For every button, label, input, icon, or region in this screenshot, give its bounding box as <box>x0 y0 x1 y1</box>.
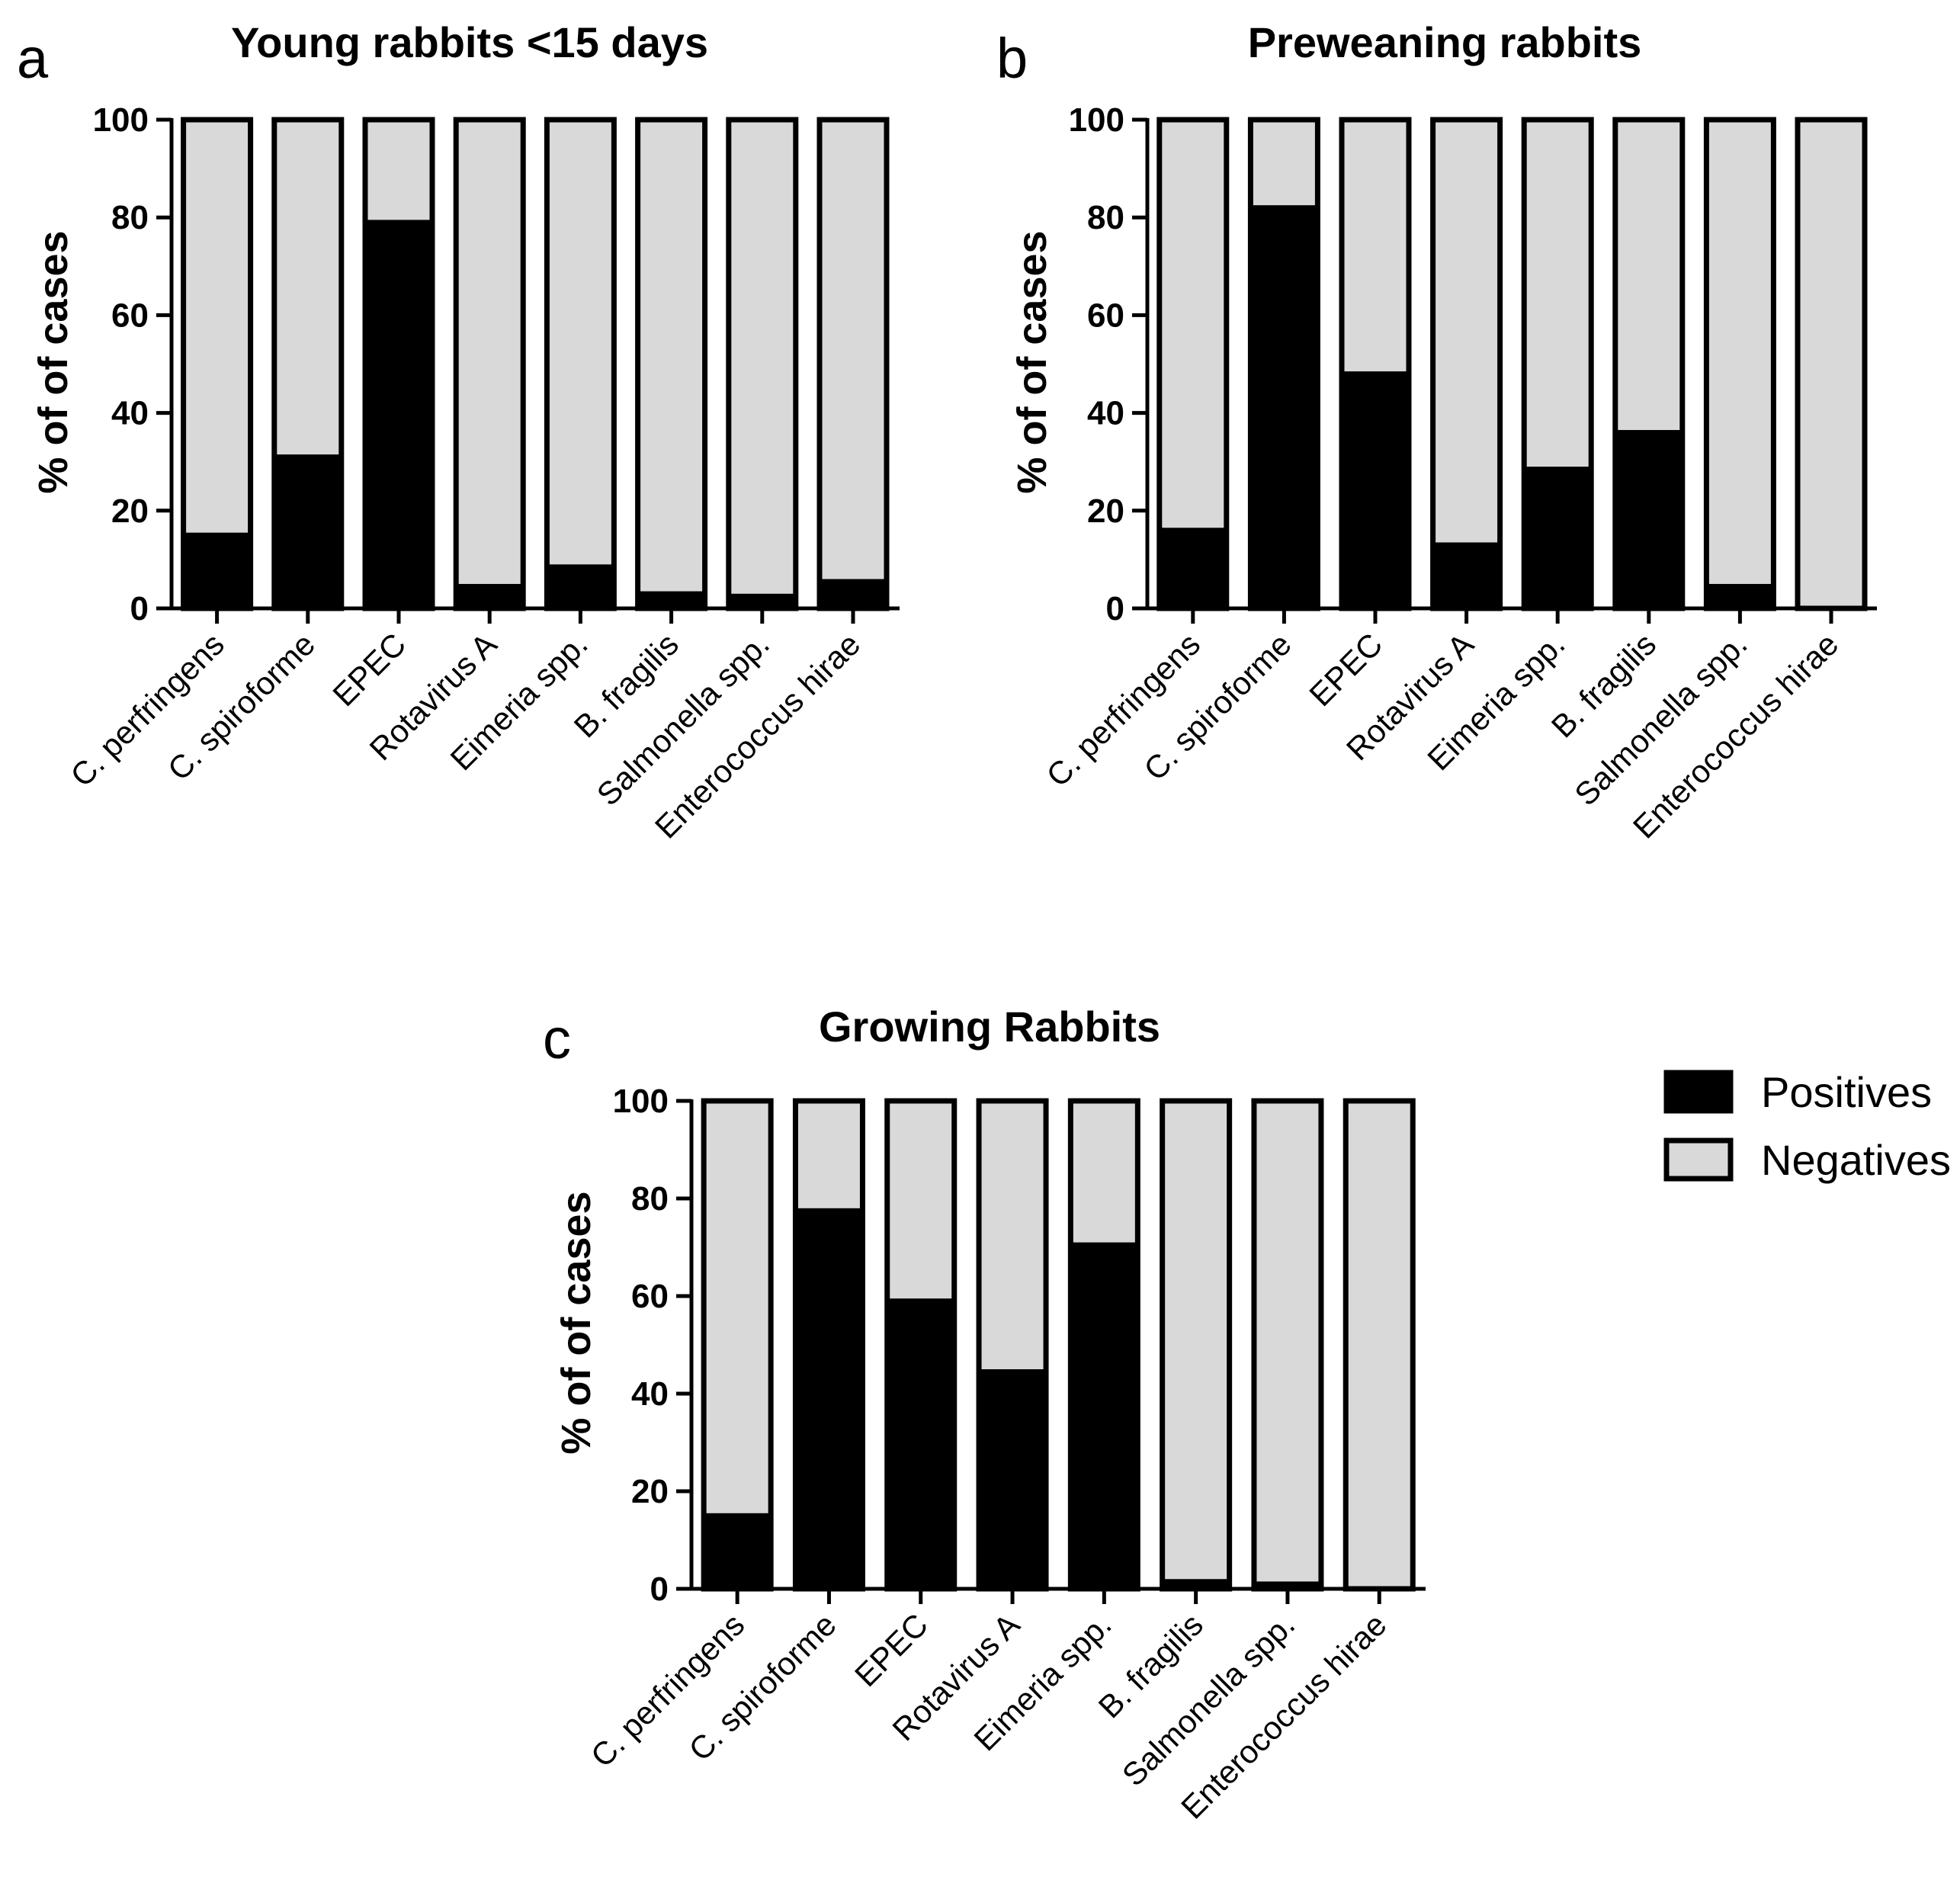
bar-negatives <box>1706 120 1774 584</box>
bar-positives <box>365 220 432 608</box>
bar-positives <box>547 564 614 608</box>
y-tick-label: 20 <box>1087 493 1124 530</box>
bar-positives <box>274 454 342 608</box>
x-tick-label: Salmonella spp. <box>1115 1606 1302 1793</box>
panel-letter: b <box>996 27 1028 90</box>
bar-positives <box>1253 1581 1321 1589</box>
bar-negatives <box>1342 120 1409 372</box>
legend-swatch-negatives <box>1663 1137 1734 1182</box>
bar-positives <box>979 1369 1047 1589</box>
x-tick-label: C. perfringens <box>63 626 231 794</box>
bar-negatives <box>1615 120 1683 431</box>
x-tick-label: EPEC <box>1302 626 1389 713</box>
legend-label-negatives: Negatives <box>1761 1136 1951 1184</box>
chart-panel-b: b Preweaning rabbits % of of cases C. pe… <box>996 18 1877 845</box>
bar-negatives <box>1432 120 1500 543</box>
bar-positives <box>795 1208 863 1589</box>
bar-positives <box>1070 1242 1138 1589</box>
legend-swatch-positives <box>1663 1070 1734 1114</box>
y-tick-label: 80 <box>1087 199 1124 236</box>
bar-positives <box>1432 542 1500 608</box>
bar-negatives <box>1798 120 1865 608</box>
bar-negatives <box>887 1101 954 1299</box>
y-tick-label: 40 <box>111 395 149 432</box>
bar-negatives <box>274 120 342 455</box>
bar-positives <box>728 593 796 608</box>
bar-positives <box>820 579 887 608</box>
bar-negatives <box>1250 120 1318 206</box>
bar-positives <box>456 583 524 608</box>
bar-negatives <box>547 120 614 565</box>
bar-negatives <box>1159 120 1227 528</box>
chart-title: Growing Rabbits <box>819 1003 1160 1051</box>
bar-positives <box>1524 467 1592 608</box>
bar-negatives <box>1070 1101 1138 1243</box>
bar-negatives <box>1524 120 1592 467</box>
bar-negatives <box>795 1101 863 1208</box>
y-tick-label: 60 <box>111 297 149 334</box>
panel-letter: a <box>17 27 49 90</box>
y-tick-label: 100 <box>613 1083 669 1120</box>
y-tick-label: 40 <box>631 1375 669 1413</box>
y-tick-label: 60 <box>631 1278 669 1315</box>
bar-positives <box>1615 430 1683 608</box>
bar-positives <box>183 532 251 608</box>
y-tick-label: 100 <box>1069 101 1124 139</box>
bar-positives <box>1342 371 1409 608</box>
y-tick-label: 0 <box>650 1571 669 1608</box>
bar-positives <box>1250 205 1318 608</box>
y-tick-label: 80 <box>631 1180 669 1218</box>
bar-positives <box>637 591 705 608</box>
y-tick-label: 0 <box>1106 590 1124 627</box>
bar-negatives <box>183 120 251 533</box>
bar-negatives <box>1162 1101 1230 1580</box>
bar-negatives <box>728 120 796 594</box>
bar-negatives <box>1253 1101 1321 1582</box>
bar-positives <box>1706 583 1774 608</box>
bar-negatives <box>704 1101 771 1513</box>
x-tick-label: C. perfringens <box>1039 626 1207 794</box>
chart-title: Preweaning rabbits <box>1248 18 1642 66</box>
x-tick-label: EPEC <box>848 1606 935 1693</box>
bar-negatives <box>979 1101 1047 1369</box>
bar-positives <box>704 1513 771 1589</box>
panel-letter: c <box>543 1007 571 1070</box>
y-tick-label: 20 <box>111 493 149 530</box>
legend-label-positives: Positives <box>1761 1068 1932 1116</box>
x-tick-label: EPEC <box>326 626 412 713</box>
legend: Positives Negatives <box>1663 1068 1951 1184</box>
chart-panel-c: c Growing Rabbits % of of cases C. perfr… <box>543 1003 1426 1826</box>
y-tick-label: 40 <box>1087 395 1124 432</box>
y-tick-label: 20 <box>631 1473 669 1510</box>
bar-positives <box>887 1298 954 1589</box>
bar-negatives <box>456 120 524 584</box>
bar-negatives <box>820 120 887 579</box>
y-tick-label: 80 <box>111 199 149 236</box>
y-tick-label: 60 <box>1087 297 1124 334</box>
y-axis-label: % of of cases <box>30 230 76 493</box>
y-axis-label: % of of cases <box>553 1191 599 1454</box>
x-tick-label: C. perfringens <box>584 1606 752 1774</box>
bar-negatives <box>637 120 705 592</box>
bar-negatives <box>365 120 432 220</box>
bar-positives <box>1159 528 1227 608</box>
y-axis-label: % of of cases <box>1009 230 1055 493</box>
y-tick-label: 100 <box>93 101 149 139</box>
chart-panel-a: a Young rabbits <15 days % of of cases C… <box>17 18 900 845</box>
y-tick-label: 0 <box>130 590 149 627</box>
bar-negatives <box>1346 1101 1413 1589</box>
chart-title: Young rabbits <15 days <box>231 18 708 66</box>
